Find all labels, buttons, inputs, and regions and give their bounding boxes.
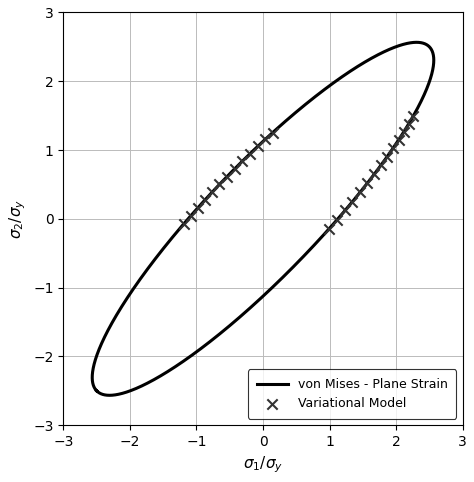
von Mises - Plane Strain: [90, 378, 95, 384]
X-axis label: $\sigma_1/\sigma_y$: $\sigma_1/\sigma_y$: [243, 455, 283, 475]
von Mises - Plane Strain: [414, 40, 419, 45]
Variational Model: [356, 188, 364, 196]
Variational Model: [238, 158, 246, 165]
von Mises - Plane Strain: [115, 391, 120, 397]
Variational Model: [349, 198, 356, 205]
Variational Model: [341, 207, 349, 214]
Variational Model: [370, 171, 378, 178]
von Mises - Plane Strain: [183, 218, 189, 224]
Variational Model: [223, 173, 230, 181]
Line: von Mises - Plane Strain: von Mises - Plane Strain: [92, 42, 434, 395]
Legend: von Mises - Plane Strain, Variational Model: von Mises - Plane Strain, Variational Mo…: [248, 369, 456, 419]
von Mises - Plane Strain: [107, 392, 112, 398]
Variational Model: [410, 112, 417, 120]
Variational Model: [333, 216, 341, 224]
Variational Model: [180, 220, 187, 228]
Variational Model: [246, 150, 254, 158]
von Mises - Plane Strain: [431, 59, 437, 65]
von Mises - Plane Strain: [94, 388, 100, 394]
Variational Model: [395, 136, 402, 144]
Variational Model: [389, 144, 397, 152]
Variational Model: [231, 165, 238, 173]
Variational Model: [364, 179, 371, 187]
Y-axis label: $\sigma_2/\sigma_y$: $\sigma_2/\sigma_y$: [7, 199, 27, 239]
Variational Model: [405, 120, 412, 128]
Variational Model: [400, 128, 408, 135]
von Mises - Plane Strain: [90, 378, 95, 384]
Variational Model: [201, 197, 209, 204]
Variational Model: [209, 188, 216, 196]
Variational Model: [187, 212, 194, 220]
von Mises - Plane Strain: [429, 48, 435, 54]
Variational Model: [377, 161, 385, 169]
Variational Model: [325, 225, 333, 233]
Variational Model: [261, 135, 269, 143]
Variational Model: [216, 181, 223, 188]
von Mises - Plane Strain: [94, 388, 100, 394]
Variational Model: [194, 204, 201, 212]
Variational Model: [383, 153, 391, 161]
Variational Model: [254, 143, 262, 150]
Variational Model: [269, 129, 276, 136]
